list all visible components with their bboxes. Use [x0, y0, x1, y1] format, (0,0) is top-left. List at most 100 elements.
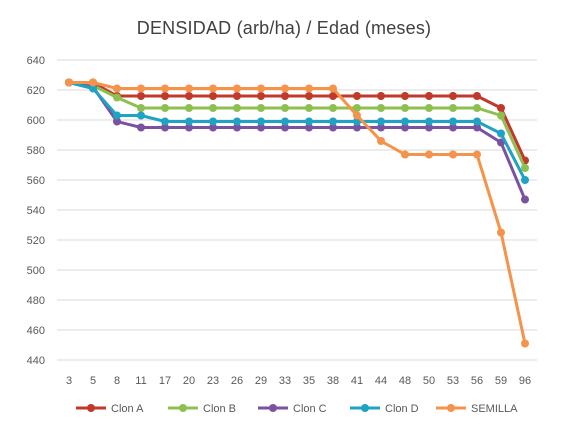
x-tick-label: 33 [279, 375, 291, 387]
data-point [329, 117, 337, 126]
x-tick-label: 59 [495, 375, 507, 387]
data-point [521, 195, 529, 204]
data-point [449, 104, 457, 112]
x-axis: 3 5 8 11 17 20 23 26 29 33 35 38 41 44 48 50 53 56 59 96 [66, 375, 531, 387]
data-point [233, 104, 241, 112]
data-point [377, 137, 385, 145]
data-point [329, 104, 337, 112]
data-point [497, 129, 505, 138]
y-tick-label: 540 [27, 205, 45, 217]
data-point [257, 84, 265, 93]
data-point [185, 104, 193, 112]
data-point [425, 117, 433, 126]
legend-item: Clon D [350, 403, 419, 415]
data-point [401, 150, 409, 159]
data-point [521, 164, 529, 172]
data-point [233, 84, 241, 93]
data-point [497, 228, 505, 237]
legend-item: Clon B [168, 403, 236, 415]
data-point [257, 104, 265, 112]
legend-item: Clon C [258, 403, 327, 415]
legend: Clon A Clon B Clon C Clon D SEMILLA [76, 403, 518, 415]
x-tick-label: 35 [303, 375, 315, 387]
y-tick-label: 500 [27, 265, 45, 277]
data-point [209, 104, 217, 112]
data-point [257, 117, 265, 126]
data-point [425, 92, 433, 100]
x-tick-label: 50 [423, 375, 435, 387]
data-point [161, 104, 169, 112]
y-tick-label: 580 [27, 145, 45, 157]
x-tick-label: 53 [447, 375, 459, 387]
x-tick-label: 29 [255, 375, 267, 387]
data-point [425, 123, 433, 132]
data-point [209, 117, 217, 126]
data-point [281, 104, 289, 112]
y-tick-label: 560 [27, 175, 45, 187]
y-tick-label: 640 [27, 55, 45, 67]
series-semilla [65, 78, 529, 348]
data-point [65, 78, 73, 87]
x-tick-label: 5 [90, 375, 96, 387]
data-point [305, 104, 313, 112]
data-point [449, 92, 457, 100]
data-point [473, 123, 481, 132]
series-layer [65, 78, 529, 348]
series-line [67, 81, 527, 201]
legend-label: Clon C [293, 403, 327, 415]
data-point [161, 117, 169, 126]
data-point [473, 150, 481, 159]
data-point [137, 84, 145, 93]
data-point [425, 150, 433, 159]
x-tick-label: 44 [375, 375, 387, 387]
data-point [113, 93, 121, 102]
data-point [305, 117, 313, 126]
data-point [473, 104, 481, 112]
x-tick-label: 3 [66, 375, 72, 387]
data-point [185, 123, 193, 132]
data-point [353, 123, 361, 132]
chart-title: DENSIDAD (arb/ha) / Edad (meses) [136, 18, 432, 38]
legend-label: Clon D [385, 403, 419, 415]
legend-label: SEMILLA [471, 403, 518, 415]
data-point [281, 123, 289, 132]
y-tick-label: 480 [27, 295, 45, 307]
data-point [353, 111, 361, 120]
data-point [185, 117, 193, 126]
data-point [281, 84, 289, 93]
data-point [377, 104, 385, 112]
x-tick-label: 56 [471, 375, 483, 387]
data-point [401, 123, 409, 132]
legend-marker [447, 404, 455, 412]
data-point [305, 84, 313, 93]
data-point [281, 92, 289, 100]
x-tick-label: 8 [114, 375, 120, 387]
y-tick-label: 620 [27, 85, 45, 97]
data-point [233, 92, 241, 100]
data-point [377, 117, 385, 126]
data-point [401, 104, 409, 112]
legend-marker [87, 404, 95, 412]
data-point [113, 111, 121, 120]
x-tick-label: 26 [231, 375, 243, 387]
legend-marker [269, 404, 277, 412]
data-point [473, 117, 481, 126]
data-point [113, 117, 121, 126]
data-point [497, 111, 505, 120]
data-point [257, 92, 265, 100]
data-point [305, 123, 313, 132]
data-point [329, 84, 337, 93]
data-point [497, 104, 505, 112]
y-tick-label: 520 [27, 235, 45, 247]
data-point [401, 92, 409, 100]
data-point [377, 123, 385, 132]
x-tick-label: 96 [519, 375, 531, 387]
legend-label: Clon B [203, 403, 236, 415]
data-point [137, 123, 145, 132]
y-tick-label: 600 [27, 115, 45, 127]
y-tick-label: 440 [27, 355, 45, 367]
data-point [209, 123, 217, 132]
legend-item: Clon A [76, 403, 144, 415]
data-point [329, 123, 337, 132]
